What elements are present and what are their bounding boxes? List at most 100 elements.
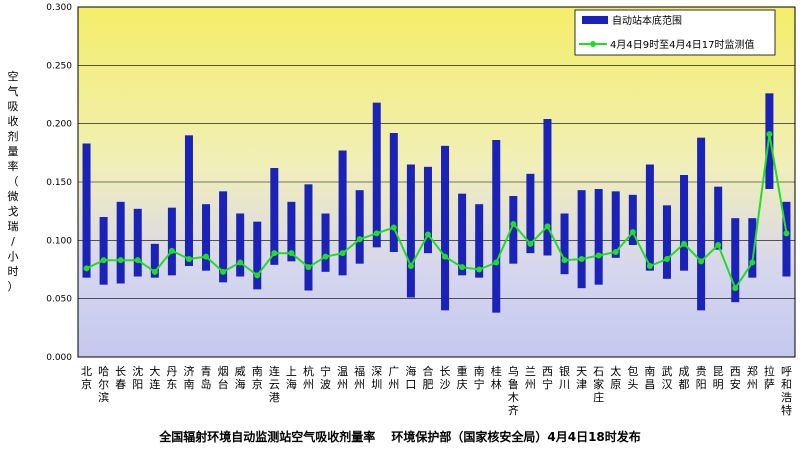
range-bar [697, 137, 706, 311]
x-tick-label: 南京 [252, 365, 263, 391]
measurement-point [134, 257, 141, 264]
x-tick-label: 青岛 [201, 365, 212, 391]
measurement-point [100, 257, 107, 264]
legend-label-range: 自动站本底范围 [612, 14, 682, 27]
range-bar [782, 201, 791, 277]
x-tick-label: 南昌 [644, 365, 655, 391]
x-tick-label: 温州 [337, 365, 348, 391]
range-bar [662, 205, 671, 279]
range-bar [304, 184, 313, 291]
range-bar [475, 204, 484, 278]
x-tick-label: 福州 [354, 364, 365, 391]
measurement-point [407, 263, 414, 269]
measurement-point [185, 256, 192, 262]
measurement-point [663, 256, 670, 262]
y-tick-label: 0.050 [46, 295, 72, 305]
measurement-point [646, 263, 653, 269]
x-tick-label: 成都 [679, 365, 690, 391]
range-bar [543, 119, 552, 256]
measurement-point [356, 236, 363, 243]
range-bar [423, 166, 432, 254]
range-bar [99, 217, 108, 285]
legend-box [574, 9, 776, 56]
x-axis: 北京哈尔滨长春沈阳大连丹东济南青岛烟台威海南京连云港上海杭州宁波温州福州深圳广州… [81, 364, 792, 417]
measurement-point [629, 229, 636, 236]
x-tick-label: 威海 [235, 365, 246, 391]
range-bar [492, 140, 501, 313]
x-tick-label: 大连 [149, 364, 160, 391]
x-tick-label: 武汉 [661, 365, 672, 391]
chart-title: 全国辐射环境自动监测站空气吸收剂量率 环境保护部（国家核安全局）4月4日18时发… [158, 429, 641, 444]
range-bar [458, 193, 467, 276]
range-bar [150, 243, 159, 278]
measurement-point [424, 231, 431, 238]
x-tick-label: 长沙 [440, 365, 451, 391]
measurement-point [117, 257, 124, 264]
x-tick-label: 包头 [627, 365, 638, 391]
x-tick-label: 太原 [610, 365, 621, 391]
range-bar [219, 191, 228, 283]
x-tick-label: 丹东 [166, 365, 177, 391]
x-tick-label: 西安 [730, 365, 741, 391]
legend-label-line: 4月4日9时至4月4日17时监测值 [610, 38, 755, 51]
x-tick-label: 哈尔滨 [98, 365, 109, 404]
measurement-point [766, 131, 773, 138]
x-tick-label: 杭州 [303, 364, 314, 391]
y-tick-label: 0.300 [46, 3, 72, 13]
y-tick-label: 0.150 [46, 178, 72, 188]
measurement-point [578, 256, 585, 262]
x-tick-label: 深圳 [371, 365, 382, 391]
x-tick-label: 合肥 [422, 364, 433, 391]
x-tick-label: 昆明 [713, 365, 724, 391]
range-bar [645, 164, 654, 271]
range-bar [441, 145, 450, 311]
y-tick-label: 0.200 [46, 120, 72, 130]
range-bar [167, 207, 176, 276]
y-axis-label: 空气吸收剂量率（微戈瑞/小时） [8, 69, 19, 293]
x-tick-label: 沈阳 [132, 364, 143, 391]
measurement-point [612, 249, 619, 255]
x-tick-label: 南宁 [474, 365, 485, 391]
range-bar [577, 190, 586, 289]
measurement-point [595, 252, 602, 259]
x-tick-label: 石家庄 [593, 365, 604, 404]
measurement-point [151, 268, 158, 275]
measurement-point [373, 230, 380, 237]
range-bar [184, 135, 193, 266]
measurement-point [510, 221, 517, 227]
y-tick-label: 0.250 [46, 61, 72, 71]
range-bar [253, 221, 262, 290]
x-tick-label: 重庆 [457, 364, 468, 391]
measurement-point [732, 285, 739, 292]
range-bar [560, 213, 569, 275]
range-bar [406, 164, 415, 298]
range-bar [236, 213, 245, 277]
range-bar [611, 191, 620, 258]
range-bar [714, 186, 723, 250]
range-bar [355, 190, 364, 264]
plot-area [77, 6, 796, 358]
range-bar [594, 189, 603, 285]
measurement-point [288, 250, 295, 257]
range-bar [526, 173, 535, 254]
measurement-point [271, 250, 278, 257]
legend: 自动站本底范围 4月4日9时至4月4日17时监测值 [574, 9, 776, 56]
x-tick-label: 乌鲁木齐 [508, 364, 519, 417]
measurement-point [493, 259, 500, 266]
measurement-point [783, 230, 790, 237]
measurement-point [220, 268, 227, 275]
measurement-point [254, 272, 261, 279]
measurement-point [237, 259, 244, 266]
x-tick-label: 桂林 [491, 364, 502, 391]
x-tick-label: 呼和浩特 [781, 365, 792, 417]
x-tick-label: 西宁 [542, 365, 553, 391]
x-tick-label: 拉萨 [764, 364, 775, 391]
measurement-point [390, 224, 397, 231]
measurement-point [715, 242, 722, 248]
measurement-point [168, 247, 175, 254]
measurement-point [322, 253, 329, 260]
measurement-point [698, 258, 705, 265]
measurement-point [527, 240, 534, 247]
range-bar [133, 208, 142, 277]
